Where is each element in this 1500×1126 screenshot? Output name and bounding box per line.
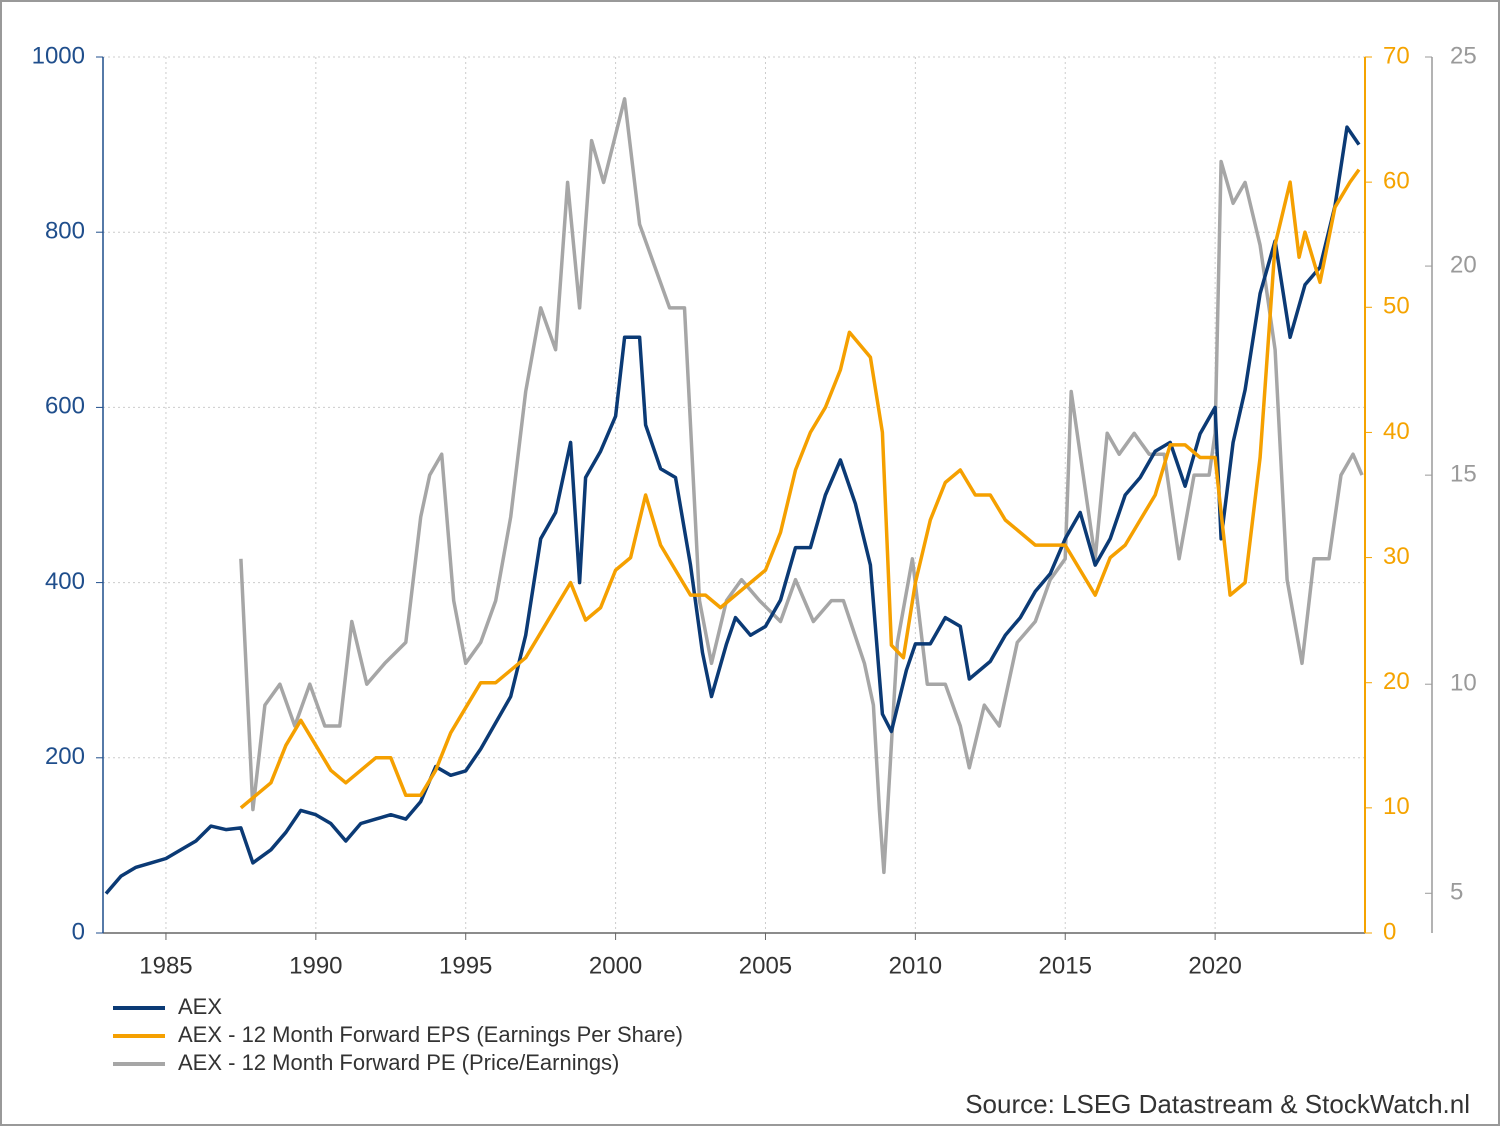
y3-tick-label: 20 <box>1450 251 1477 278</box>
y2-tick-label: 60 <box>1383 167 1410 194</box>
y2-tick-label: 40 <box>1383 418 1410 445</box>
y2-tick-label: 10 <box>1383 793 1410 820</box>
y2-tick-label: 30 <box>1383 543 1410 570</box>
x-tick-label: 2010 <box>889 952 942 979</box>
x-tick-label: 2015 <box>1039 952 1092 979</box>
series-line <box>239 97 1364 875</box>
legend-label: AEX - 12 Month Forward EPS (Earnings Per… <box>178 1022 683 1047</box>
legend-label: AEX <box>178 994 222 1019</box>
y-tick-label: 400 <box>45 568 85 595</box>
x-tick-label: 1995 <box>439 952 492 979</box>
y-tick-label: 600 <box>45 393 85 420</box>
x-tick-label: 2000 <box>589 952 642 979</box>
y2-tick-label: 50 <box>1383 293 1410 320</box>
x-tick-label: 1985 <box>139 952 192 979</box>
y-tick-label: 0 <box>72 918 85 945</box>
x-tick-label: 1990 <box>289 952 342 979</box>
legend-label: AEX - 12 Month Forward PE (Price/Earning… <box>178 1050 619 1075</box>
y3-tick-label: 25 <box>1450 42 1477 69</box>
y3-tick-label: 10 <box>1450 670 1477 697</box>
source: Source: LSEG Datastream & StockWatch.nl <box>965 1089 1470 1119</box>
y-tick-label: 1000 <box>32 42 85 69</box>
y2-tick-label: 0 <box>1383 918 1396 945</box>
y-tick-label: 200 <box>45 743 85 770</box>
y3-tick-label: 5 <box>1450 879 1463 906</box>
x-tick-label: 2005 <box>739 952 792 979</box>
series-line <box>239 168 1361 810</box>
x-tick-label: 2020 <box>1188 952 1241 979</box>
y-tick-label: 800 <box>45 218 85 245</box>
y3-tick-label: 15 <box>1450 460 1477 487</box>
y2-tick-label: 70 <box>1383 42 1410 69</box>
y2-tick-label: 20 <box>1383 668 1410 695</box>
series-line <box>104 125 1361 895</box>
